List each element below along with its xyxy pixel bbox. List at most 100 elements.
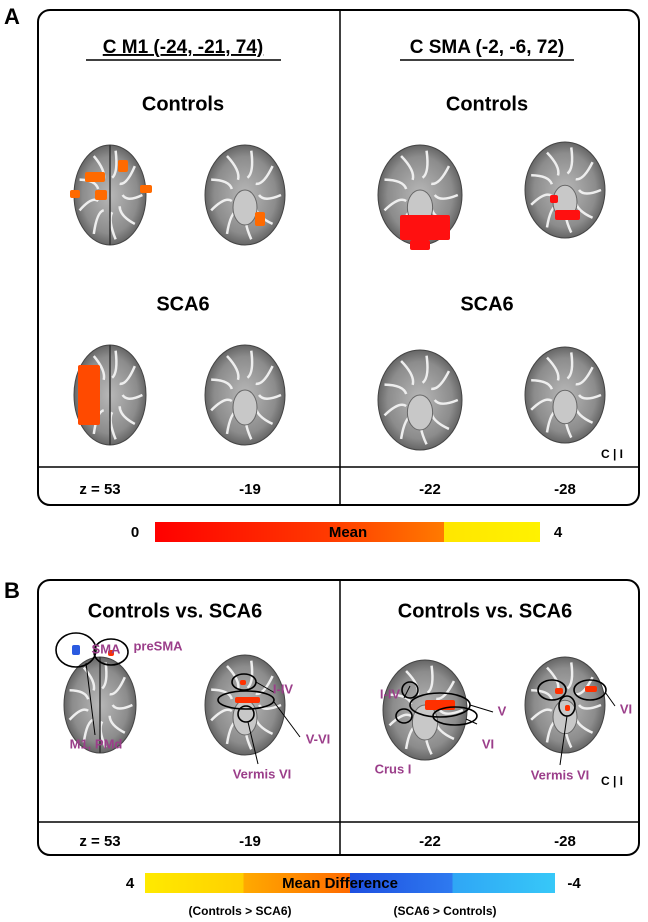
sulcus xyxy=(257,193,282,200)
slice-label: z = 53 xyxy=(79,833,120,850)
sulcus xyxy=(111,350,118,379)
region-label: SMA xyxy=(92,641,122,656)
sulcus xyxy=(383,403,407,417)
brain-slice xyxy=(73,144,147,246)
region-outline xyxy=(537,679,567,701)
region-label: Crus I xyxy=(375,761,412,776)
panel-label: A xyxy=(4,4,20,29)
sulcus xyxy=(210,708,233,722)
sulcus xyxy=(257,393,282,400)
sulcus xyxy=(384,178,408,190)
sulcus xyxy=(119,365,136,386)
brain-slice xyxy=(377,349,463,451)
sulcus xyxy=(119,165,136,186)
sulcus xyxy=(384,383,408,395)
sulcus xyxy=(530,398,553,411)
sulcus xyxy=(101,662,108,690)
sulcus xyxy=(92,355,106,381)
sulcus xyxy=(566,662,574,690)
region-outline xyxy=(401,681,419,699)
activation xyxy=(235,697,260,703)
activation xyxy=(108,650,114,656)
activation xyxy=(585,686,597,692)
sulcus xyxy=(226,155,240,181)
sulcus xyxy=(246,660,254,689)
column-title: Controls vs. SCA6 xyxy=(88,600,262,622)
sulcus xyxy=(118,406,136,426)
sulcus xyxy=(383,198,407,212)
region-outline xyxy=(432,706,478,726)
brain-slice xyxy=(63,656,137,754)
sulcus xyxy=(255,365,274,386)
region-outline xyxy=(55,632,97,668)
brain-slice xyxy=(524,656,606,754)
activation xyxy=(140,185,152,193)
region-label: Vermis VI xyxy=(531,767,590,782)
sulcus xyxy=(531,173,554,185)
sulcus xyxy=(78,198,99,212)
activation xyxy=(72,645,80,655)
brainstem xyxy=(232,389,258,426)
sulcus xyxy=(421,150,429,179)
sulcus xyxy=(69,688,90,700)
slice-label: -19 xyxy=(239,833,261,850)
region-label: I-IV xyxy=(273,681,294,696)
brainstem xyxy=(406,394,434,431)
colorbar-max: 4 xyxy=(126,875,135,892)
column-title: C SMA (-2, -6, 72) xyxy=(410,37,565,58)
sulcus xyxy=(433,398,459,405)
sulcus xyxy=(121,193,143,200)
region-label: M1, PMd xyxy=(70,736,123,751)
sulcus xyxy=(246,350,254,379)
sulcus xyxy=(426,665,434,694)
activation xyxy=(565,705,570,711)
colorbar-min: -4 xyxy=(567,875,581,892)
group-label: Controls xyxy=(446,93,528,115)
slice-label: z = 53 xyxy=(79,481,120,498)
brain-images xyxy=(63,141,606,761)
column-title: Controls vs. SCA6 xyxy=(398,600,572,622)
activation xyxy=(550,195,558,203)
sulcus xyxy=(121,393,143,400)
slice-label: -19 xyxy=(239,481,261,498)
column-title: C M1 (-24, -21, 74) xyxy=(103,37,264,58)
sulcus xyxy=(82,666,96,691)
colorbar-label: Mean Difference xyxy=(282,875,398,892)
sulcus xyxy=(566,352,574,380)
sulcus xyxy=(531,378,554,390)
sulcus xyxy=(210,198,233,212)
sulcus xyxy=(109,211,117,240)
brainstem xyxy=(411,704,439,741)
group-label: SCA6 xyxy=(460,293,513,315)
region-label: preSMA xyxy=(133,638,183,653)
slice-label: -22 xyxy=(419,833,441,850)
sulcus xyxy=(577,703,602,710)
sulcus xyxy=(436,680,456,701)
region-outline xyxy=(573,679,607,701)
region-label: VI xyxy=(482,736,494,751)
sulcus xyxy=(388,713,412,727)
region-label: V xyxy=(498,703,507,718)
activation xyxy=(425,700,455,710)
sulcus xyxy=(92,208,105,235)
sulcus xyxy=(438,708,464,715)
sulcus xyxy=(79,178,100,190)
colorbar-max: 4 xyxy=(554,524,563,541)
activation xyxy=(95,190,107,200)
region-label: I-IV xyxy=(380,686,401,701)
sulcus xyxy=(111,703,133,710)
activation xyxy=(400,215,450,240)
sulcus xyxy=(575,366,594,386)
colorbar xyxy=(145,873,555,893)
sulcus xyxy=(118,206,136,226)
leader-lines xyxy=(85,662,616,766)
orientation-label: C | I xyxy=(601,774,623,788)
sulcus xyxy=(109,411,117,440)
panel-frame xyxy=(37,9,640,506)
sulcus xyxy=(82,718,95,743)
brainstem xyxy=(232,189,258,226)
brain-slice xyxy=(524,141,606,239)
sulcus xyxy=(68,708,89,721)
region-outline xyxy=(217,690,275,710)
sulcus xyxy=(400,360,415,386)
